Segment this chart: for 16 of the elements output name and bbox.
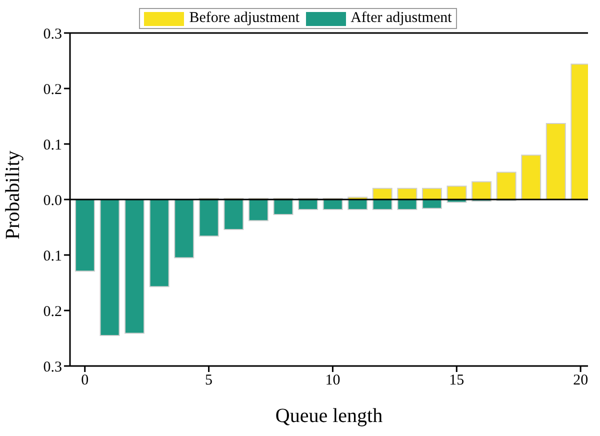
y-tick-label: 0.3 [43,26,62,42]
legend-label: After adjustment [350,10,452,27]
x-tick-label: 20 [573,372,588,389]
x-axis-title: Queue length [275,405,383,427]
y-axis-title: Probability [2,150,24,240]
y-tick-label: 0.2 [43,82,62,98]
y-tick-label: 0.1 [43,137,62,154]
y-tick-label: 0.2 [43,304,62,320]
y-tick-label: 0.0 [43,192,62,209]
x-tick-label: 5 [205,372,213,389]
x-tick-label: 0 [81,372,89,389]
legend-label: Before adjustment [189,10,300,27]
y-tick-label: 0.1 [43,248,62,264]
y-tick-label: 0.3 [43,359,62,376]
x-tick-label: 15 [449,372,464,389]
x-tick-label: 10 [325,372,340,389]
